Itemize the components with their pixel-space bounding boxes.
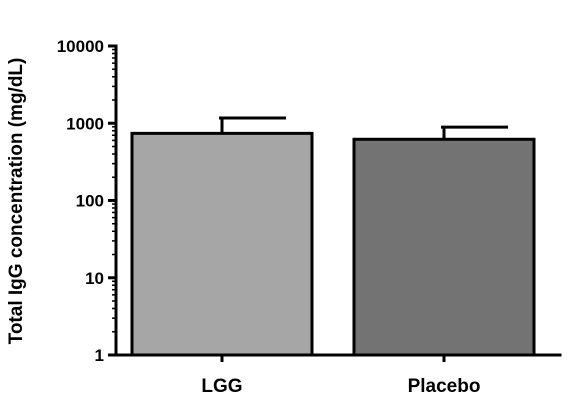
- y-tick-label: 100: [76, 192, 104, 211]
- bar-lgg: [130, 131, 314, 357]
- category-label-placebo: Placebo: [408, 376, 481, 397]
- bars-layer: [130, 131, 536, 357]
- bar-placebo: [352, 137, 536, 357]
- error-bars-layer: [219, 116, 508, 140]
- y-tick-label: 1000: [66, 114, 104, 133]
- y-tick-label: 10: [85, 269, 104, 288]
- x-category-labels: LGG Placebo: [201, 355, 480, 397]
- category-label-lgg: LGG: [201, 376, 242, 397]
- y-tick-label: 1: [95, 346, 104, 365]
- y-tick-label: 10000: [57, 37, 104, 56]
- y-axis-title: Total IgG concentration (mg/dL): [6, 58, 27, 345]
- y-ticks-layer: 1 10 100 1000 10000: [57, 37, 116, 365]
